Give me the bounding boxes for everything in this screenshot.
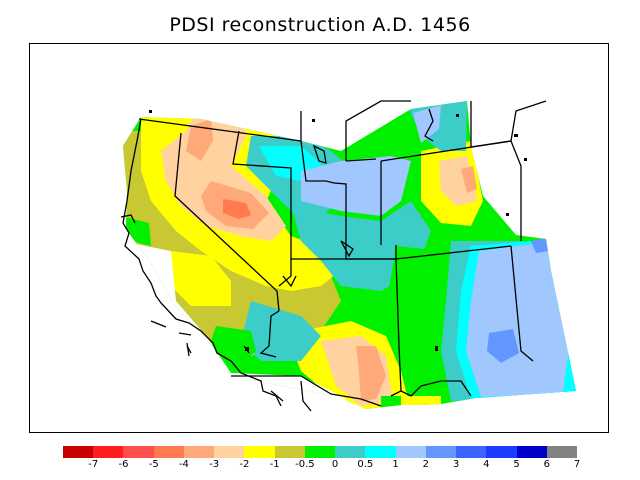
colorbar-tick-label: -6 bbox=[118, 459, 129, 470]
colorbar-swatch bbox=[486, 446, 517, 458]
colorbar-tick-label: -0.5 bbox=[295, 459, 315, 470]
colorbar-swatch bbox=[335, 446, 366, 458]
colorbar-tick-label: -5 bbox=[148, 459, 159, 470]
colorbar-swatch bbox=[63, 446, 94, 458]
colorbar-tick-label: 5 bbox=[513, 459, 520, 470]
colorbar-tick-label: 0.5 bbox=[357, 459, 374, 470]
colorbar-tick-label: 1 bbox=[392, 459, 399, 470]
colorbar-tick-label: 0 bbox=[331, 459, 339, 470]
map-title: PDSI reconstruction A.D. 1456 bbox=[169, 14, 471, 36]
pdsi-map bbox=[120, 100, 576, 412]
colorbar-swatch bbox=[546, 446, 577, 458]
colorbar-labels: -7 -6 -5 -4 -3 -2 -1 -0.5 0 0.5 1 2 3 4 5 6 7 bbox=[63, 459, 581, 473]
colorbar-swatch bbox=[214, 446, 245, 458]
colorbar-tick-label: -4 bbox=[178, 459, 189, 470]
colorbar-swatch bbox=[516, 446, 547, 458]
colorbar-swatch bbox=[365, 446, 396, 458]
colorbar-swatch bbox=[244, 446, 275, 458]
colorbar-tick-label: 7 bbox=[573, 459, 581, 470]
colorbar-tick-label: -2 bbox=[239, 459, 250, 470]
colorbar-swatch bbox=[123, 446, 154, 458]
coastline bbox=[120, 118, 282, 407]
colorbar-swatch bbox=[456, 446, 487, 458]
colorbar-tick-label: 6 bbox=[543, 459, 550, 470]
colorbar-swatch bbox=[425, 446, 457, 458]
pdsi-field bbox=[123, 101, 576, 409]
colorbar-swatch bbox=[93, 446, 124, 458]
colorbar-tick-label: -3 bbox=[209, 459, 220, 470]
lakes bbox=[186, 108, 434, 357]
colorbar-tick-label: -7 bbox=[88, 459, 99, 470]
colorbar-tick-label: 2 bbox=[422, 459, 429, 470]
colorbar-swatch bbox=[274, 446, 305, 458]
colorbar-tick-label: 4 bbox=[483, 459, 490, 470]
map-frame bbox=[29, 43, 609, 433]
small-islands bbox=[149, 110, 527, 351]
colorbar-tick-label: 3 bbox=[452, 459, 460, 470]
colorbar-swatch bbox=[304, 446, 336, 458]
state-boundaries bbox=[138, 100, 547, 412]
colorbar-swatch bbox=[183, 446, 215, 458]
colorbar-tick-label: -1 bbox=[269, 459, 280, 470]
colorbar bbox=[63, 446, 577, 458]
colorbar-swatch bbox=[395, 446, 426, 458]
colorbar-swatch bbox=[153, 446, 184, 458]
